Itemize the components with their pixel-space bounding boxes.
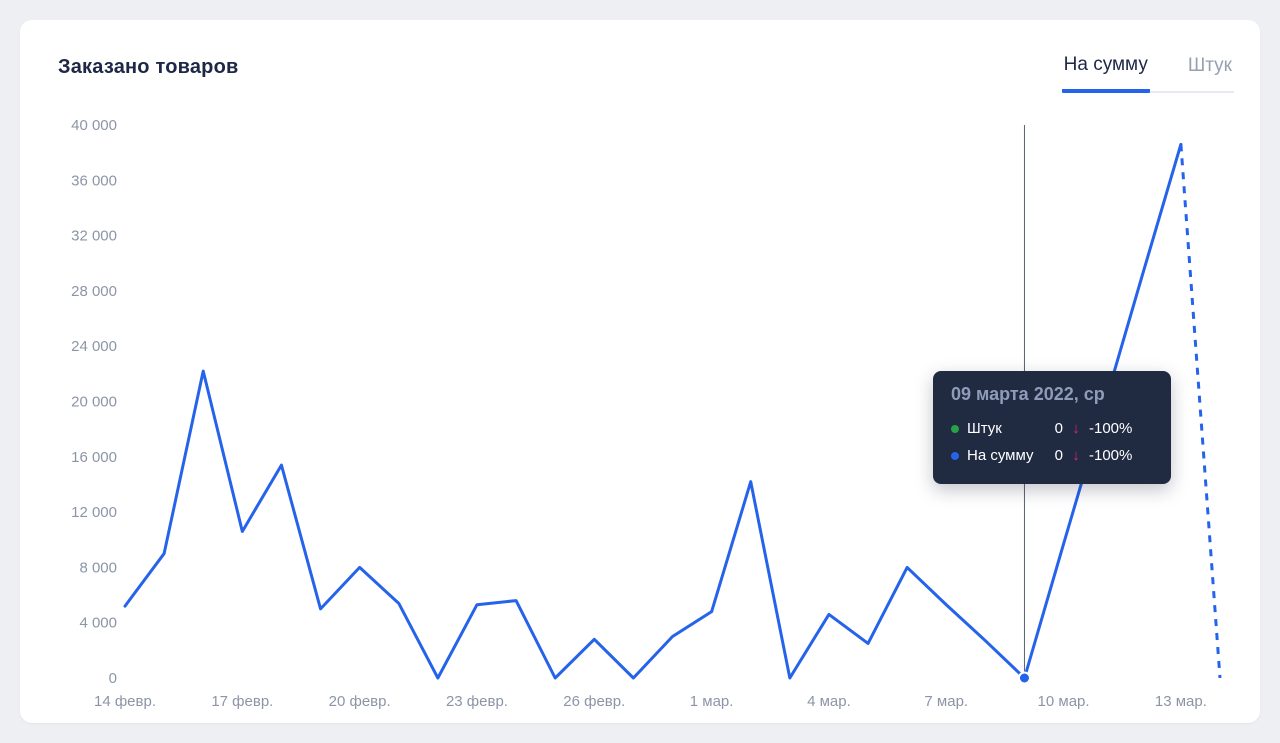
y-axis-label: 36 000: [71, 172, 117, 189]
series-line-amount: [123, 142, 1183, 680]
tooltip-series-percent: -100%: [1089, 447, 1133, 464]
chart-tooltip: 09 марта 2022, ср Штук 0 ↓ -100% На сумм…: [933, 371, 1171, 484]
x-axis-label: 14 февр.: [94, 693, 156, 710]
page-title: Заказано товаров: [58, 56, 239, 78]
card-header: Заказано товаров На сумму Штук: [20, 20, 1260, 93]
x-axis-label: 7 мар.: [924, 693, 968, 710]
y-axis-label: 12 000: [71, 504, 117, 521]
tooltip-series-value: 0: [1054, 447, 1063, 464]
chart-mode-tabs: На сумму Штук: [1061, 52, 1234, 93]
y-axis-label: 24 000: [71, 338, 117, 355]
y-axis-label: 16 000: [71, 449, 117, 466]
y-axis-label: 4 000: [79, 615, 117, 632]
series-dot-pieces-icon: [951, 424, 959, 433]
tooltip-row-amount: На сумму 0 ↓ -100%: [951, 442, 1153, 469]
tooltip-series-percent: -100%: [1089, 420, 1133, 437]
tab-by-amount[interactable]: На сумму: [1061, 52, 1150, 93]
highlighted-point[interactable]: [1017, 671, 1031, 685]
y-axis-label: 0: [109, 670, 117, 687]
y-axis-label: 20 000: [71, 394, 117, 411]
x-axis-label: 26 февр.: [563, 693, 625, 710]
orders-line-chart[interactable]: 0 4 000 8 000 12 000 16 000 20 000 24 000 28 00…: [20, 107, 1260, 727]
chart-area[interactable]: 0 4 000 8 000 12 000 16 000 20 000 24 000 28 00…: [20, 107, 1260, 727]
x-axis-label: 20 февр.: [329, 693, 391, 710]
x-axis-label: 17 февр.: [211, 693, 273, 710]
tooltip-series-label: Штук: [967, 420, 1002, 437]
x-axis-label: 1 мар.: [690, 693, 734, 710]
down-arrow-icon: ↓: [1072, 447, 1080, 464]
tooltip-row-pieces: Штук 0 ↓ -100%: [951, 415, 1153, 442]
x-axis-label: 4 мар.: [807, 693, 851, 710]
y-axis-label: 40 000: [71, 117, 117, 134]
orders-chart-card: Заказано товаров На сумму Штук 0 4 000 8 0…: [20, 20, 1260, 723]
x-axis-label: 23 февр.: [446, 693, 508, 710]
series-dot-amount-icon: [951, 451, 959, 460]
tooltip-date: 09 марта 2022, ср: [951, 384, 1105, 404]
y-axis-label: 8 000: [79, 559, 117, 576]
x-axis-label: 10 мар.: [1038, 693, 1090, 710]
tooltip-series-value: 0: [1054, 420, 1063, 437]
x-axis-label: 13 мар.: [1155, 693, 1207, 710]
series-line-dashed-tail: [1179, 144, 1222, 679]
y-axis-label: 32 000: [71, 228, 117, 245]
y-axis-label: 28 000: [71, 283, 117, 300]
tab-by-pieces[interactable]: Штук: [1186, 52, 1234, 93]
tooltip-series-label: На сумму: [967, 447, 1034, 464]
down-arrow-icon: ↓: [1072, 420, 1080, 437]
